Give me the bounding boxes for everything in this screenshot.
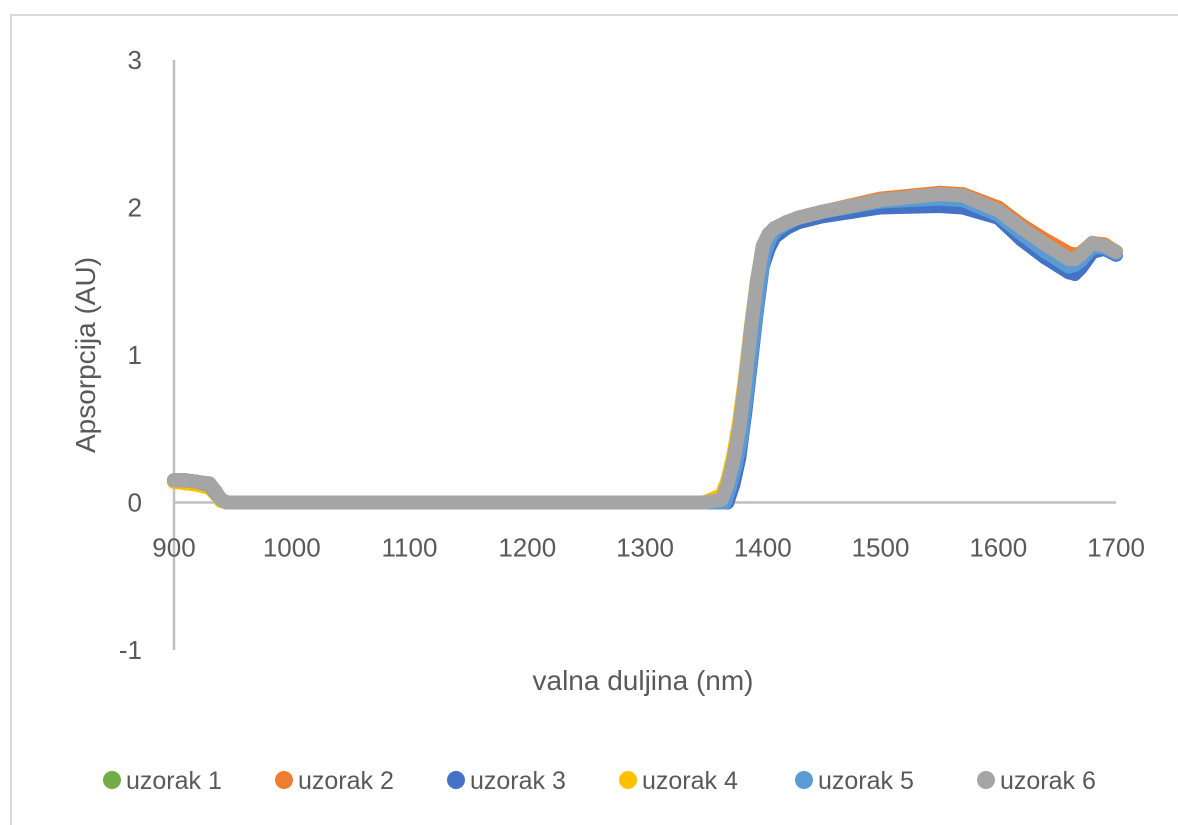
legend-marker	[447, 771, 465, 789]
data-point	[738, 374, 753, 389]
legend-item: uzorak 6	[977, 767, 1096, 795]
x-tick-label: 1600	[969, 533, 1027, 563]
series-line	[167, 185, 1123, 510]
data-point	[1073, 247, 1088, 262]
data-point	[955, 188, 970, 203]
legend-item: uzorak 1	[103, 767, 222, 795]
tick-layer: 900 1000 1100 1200 1300 1400 1500 1600 1700 -1 0 1 2…	[119, 45, 1145, 665]
x-tick-label: 1500	[852, 533, 910, 563]
data-point	[520, 495, 535, 510]
data-point	[284, 495, 299, 510]
data-point	[814, 204, 829, 219]
y-tick-label: -1	[119, 635, 142, 665]
data-point	[743, 321, 758, 336]
series-1	[167, 188, 1123, 510]
legend-item: uzorak 3	[447, 767, 566, 795]
series-6	[167, 187, 1123, 510]
data-point	[749, 274, 764, 289]
data-point	[726, 454, 741, 469]
y-tick-label: 2	[128, 193, 142, 223]
legend-marker	[275, 771, 293, 789]
data-point	[1097, 238, 1112, 253]
x-axis-title: valna duljina (nm)	[533, 665, 754, 696]
x-tick-label: 1300	[616, 533, 674, 563]
x-tick-label: 1400	[734, 533, 792, 563]
data-point	[1038, 237, 1053, 252]
x-tick-label: 1700	[1087, 533, 1145, 563]
y-tick-label: 3	[128, 45, 142, 75]
series-3	[167, 199, 1123, 510]
data-point	[767, 221, 782, 236]
series-5	[167, 191, 1123, 510]
series-line	[167, 188, 1123, 510]
series-line	[167, 187, 1123, 510]
data-point	[1085, 235, 1100, 250]
data-point	[638, 495, 652, 510]
legend-label: uzorak 4	[642, 767, 738, 795]
data-point	[178, 473, 193, 488]
data-point	[873, 193, 888, 208]
legend-marker	[977, 771, 995, 789]
y-axis-title: Apsorpcija (AU)	[70, 257, 101, 453]
series-line	[167, 199, 1123, 510]
legend-marker	[795, 771, 813, 789]
data-point	[1109, 244, 1123, 259]
data-point	[225, 495, 240, 510]
legend-label: uzorak 5	[818, 767, 914, 795]
legend-marker	[103, 771, 121, 789]
series-layer	[167, 185, 1123, 510]
x-tick-label: 1100	[382, 533, 438, 563]
data-point	[991, 203, 1006, 218]
data-point	[755, 238, 770, 253]
x-tick-label: 900	[152, 533, 195, 563]
series-line	[167, 187, 1123, 510]
data-point	[714, 492, 729, 507]
chart-frame	[10, 14, 1178, 825]
x-tick-label: 1000	[263, 533, 321, 563]
legend-item: uzorak 2	[275, 767, 394, 795]
legend-label: uzorak 1	[126, 767, 222, 795]
legend-label: uzorak 3	[470, 767, 566, 795]
data-point	[696, 495, 711, 510]
data-point	[791, 210, 806, 225]
legend-item: uzorak 4	[619, 767, 738, 795]
data-point	[732, 421, 747, 436]
data-point	[779, 215, 794, 230]
data-point	[190, 474, 205, 489]
legend-marker	[619, 771, 637, 789]
data-point	[1014, 221, 1029, 236]
legend-label: uzorak 6	[1000, 767, 1096, 795]
data-point	[932, 187, 947, 202]
legend: uzorak 1 uzorak 2 uzorak 3 uzorak 4 uzorak 5…	[103, 767, 1096, 795]
y-tick-label: 0	[128, 488, 142, 518]
x-tick-label: 1200	[498, 533, 556, 563]
y-tick-label: 1	[128, 340, 142, 370]
series-4	[167, 187, 1123, 510]
series-line	[167, 191, 1123, 510]
data-point	[167, 473, 181, 488]
data-point	[720, 477, 735, 492]
data-point	[402, 495, 417, 510]
legend-item: uzorak 5	[795, 767, 914, 795]
legend-label: uzorak 2	[298, 767, 394, 795]
series-2	[167, 185, 1123, 510]
